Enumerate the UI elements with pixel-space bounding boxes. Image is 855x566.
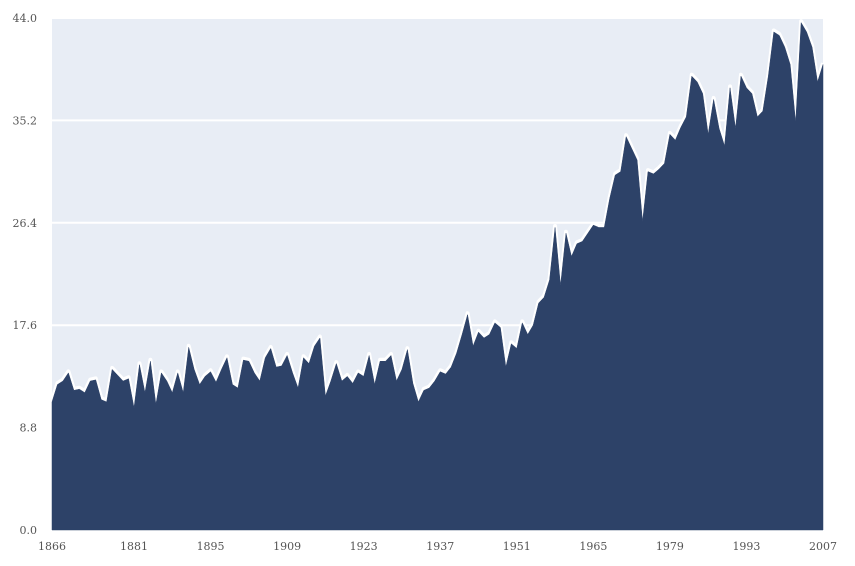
x-tick-label: 1937 [426, 540, 454, 553]
x-tick-label: 1923 [350, 540, 378, 553]
y-tick-label: 26.4 [13, 217, 38, 230]
y-axis: 0.0 8.8 17.6 26.4 35.2 44.0 [13, 12, 38, 537]
x-tick-label: 1951 [503, 540, 531, 553]
x-tick-label: 1979 [656, 540, 684, 553]
x-tick-label: 1965 [579, 540, 607, 553]
area-series [51, 21, 824, 531]
y-tick-label: 44.0 [13, 12, 38, 25]
x-axis: 1866 1881 1895 1909 1923 1937 1951 1965 1979 1993… [38, 540, 837, 553]
y-tick-label: 0.0 [20, 524, 38, 537]
y-tick-label: 35.2 [13, 114, 38, 127]
x-tick-label: 2007 [809, 540, 837, 553]
y-tick-label: 8.8 [20, 422, 38, 435]
x-tick-label: 1866 [38, 540, 66, 553]
y-tick-label: 17.6 [13, 319, 38, 332]
x-tick-label: 1881 [120, 540, 148, 553]
x-tick-label: 1909 [273, 540, 301, 553]
area-outline [50, 19, 825, 409]
x-tick-label: 1993 [732, 540, 760, 553]
x-tick-label: 1895 [197, 540, 225, 553]
